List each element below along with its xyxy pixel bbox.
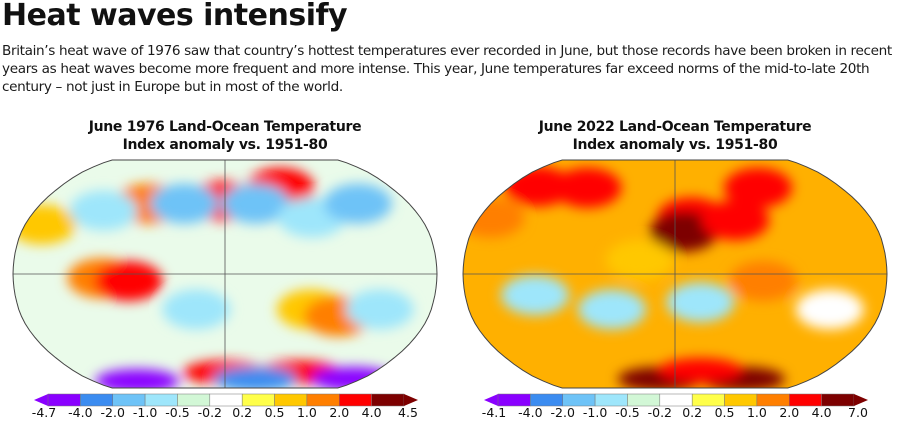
- temperature-anomaly-map-1976: [12, 159, 438, 389]
- map-title-line-1: June 2022 Land-Ocean Temperature: [538, 119, 812, 135]
- anomaly-region: [94, 261, 163, 302]
- map-outline: [12, 159, 438, 389]
- colorbar-tick-label: -4.0: [68, 405, 93, 420]
- anomaly-region: [221, 183, 290, 224]
- anomaly-region: [323, 183, 392, 224]
- headline: Heat waves intensify: [2, 0, 348, 33]
- anomaly-region: [311, 367, 396, 388]
- colorbar-ticks-1976: -4.7 -4.0 -2.0 -1.0 -0.5 -0.2 0.2 0.5 1.0 2.0 4.0 4…: [0, 405, 450, 421]
- colorbar-tick-label: -4.7: [31, 405, 57, 420]
- colorbar-tick-label: -2.0: [100, 405, 125, 420]
- colorbar-tick-label: 0.5: [714, 405, 735, 420]
- colorbar-tick-label: -4.1: [481, 405, 507, 420]
- anomaly-region: [69, 190, 138, 231]
- anomaly-region: [162, 289, 231, 330]
- anomaly-region: [795, 289, 864, 330]
- map-outline: [462, 159, 888, 389]
- anomaly-region: [553, 167, 622, 208]
- colorbar-min-arrow: [34, 394, 48, 406]
- anomaly-region: [701, 200, 770, 241]
- anomaly-region: [666, 282, 735, 323]
- colorbar-tick-label: 0.5: [264, 405, 285, 420]
- colorbar-tick-label: 1.0: [746, 405, 767, 420]
- colorbar-2022: [484, 393, 868, 407]
- colorbar-min-arrow: [484, 394, 498, 406]
- colorbar-tick-label: 4.0: [361, 405, 382, 420]
- colorbar-tick-label: -0.2: [647, 405, 673, 420]
- map-title-line-1: June 1976 Land-Ocean Temperature: [88, 119, 362, 135]
- colorbar-tick-label: -4.0: [518, 405, 543, 420]
- anomaly-region: [504, 166, 573, 207]
- anomaly-region: [150, 183, 219, 224]
- anomaly-region: [658, 358, 743, 383]
- anomaly-region: [501, 275, 570, 316]
- map-panel-1976: June 1976 Land-Ocean Temperature Index a…: [0, 118, 450, 433]
- colorbar-tick-label: -0.5: [615, 405, 640, 420]
- colorbar-max-arrow: [854, 394, 868, 406]
- map-title-line-2: Index anomaly vs. 1951-80: [572, 137, 778, 153]
- dek: Britain’s heat wave of 1976 saw that cou…: [2, 43, 892, 95]
- colorbar-tick-label: 4.5: [398, 405, 418, 420]
- anomaly-region: [724, 167, 793, 208]
- colorbar-tick-label: 2.0: [779, 405, 800, 420]
- anomaly-region: [213, 367, 298, 388]
- colorbar-tick-label: -0.5: [165, 405, 190, 420]
- colorbar-tick-label: 7.0: [848, 405, 868, 420]
- colorbar-tick-label: -1.0: [582, 405, 608, 420]
- anomaly-region: [577, 289, 646, 330]
- colorbar-tick-label: 0.2: [232, 405, 253, 420]
- colorbar-tick-label: 2.0: [329, 405, 350, 420]
- temperature-anomaly-map-2022: [462, 159, 888, 389]
- anomaly-region: [650, 211, 719, 252]
- map-panel-2022: June 2022 Land-Ocean Temperature Index a…: [450, 118, 900, 433]
- colorbar-tick-label: 0.2: [682, 405, 703, 420]
- map-title-2022: June 2022 Land-Ocean Temperature Index a…: [450, 118, 900, 154]
- colorbar-tick-label: 4.0: [811, 405, 832, 420]
- map-title-line-2: Index anomaly vs. 1951-80: [122, 137, 328, 153]
- anomaly-region: [345, 289, 414, 330]
- anomaly-region: [13, 204, 76, 245]
- colorbar-tick-label: -2.0: [550, 405, 575, 420]
- colorbar-tick-label: 1.0: [296, 405, 317, 420]
- colorbar-ticks-2022: -4.1 -4.0 -2.0 -1.0 -0.5 -0.2 0.2 0.5 1.0 2.0 4.0 7…: [450, 405, 900, 421]
- colorbar-1976: [34, 393, 418, 407]
- anomaly-region: [729, 261, 798, 302]
- map-title-1976: June 1976 Land-Ocean Temperature Index a…: [0, 118, 450, 154]
- colorbar-tick-label: -0.2: [197, 405, 223, 420]
- colorbar-max-arrow: [404, 394, 418, 406]
- anomaly-region: [605, 239, 674, 280]
- anomaly-region: [95, 369, 180, 388]
- colorbar-tick-label: -1.0: [132, 405, 158, 420]
